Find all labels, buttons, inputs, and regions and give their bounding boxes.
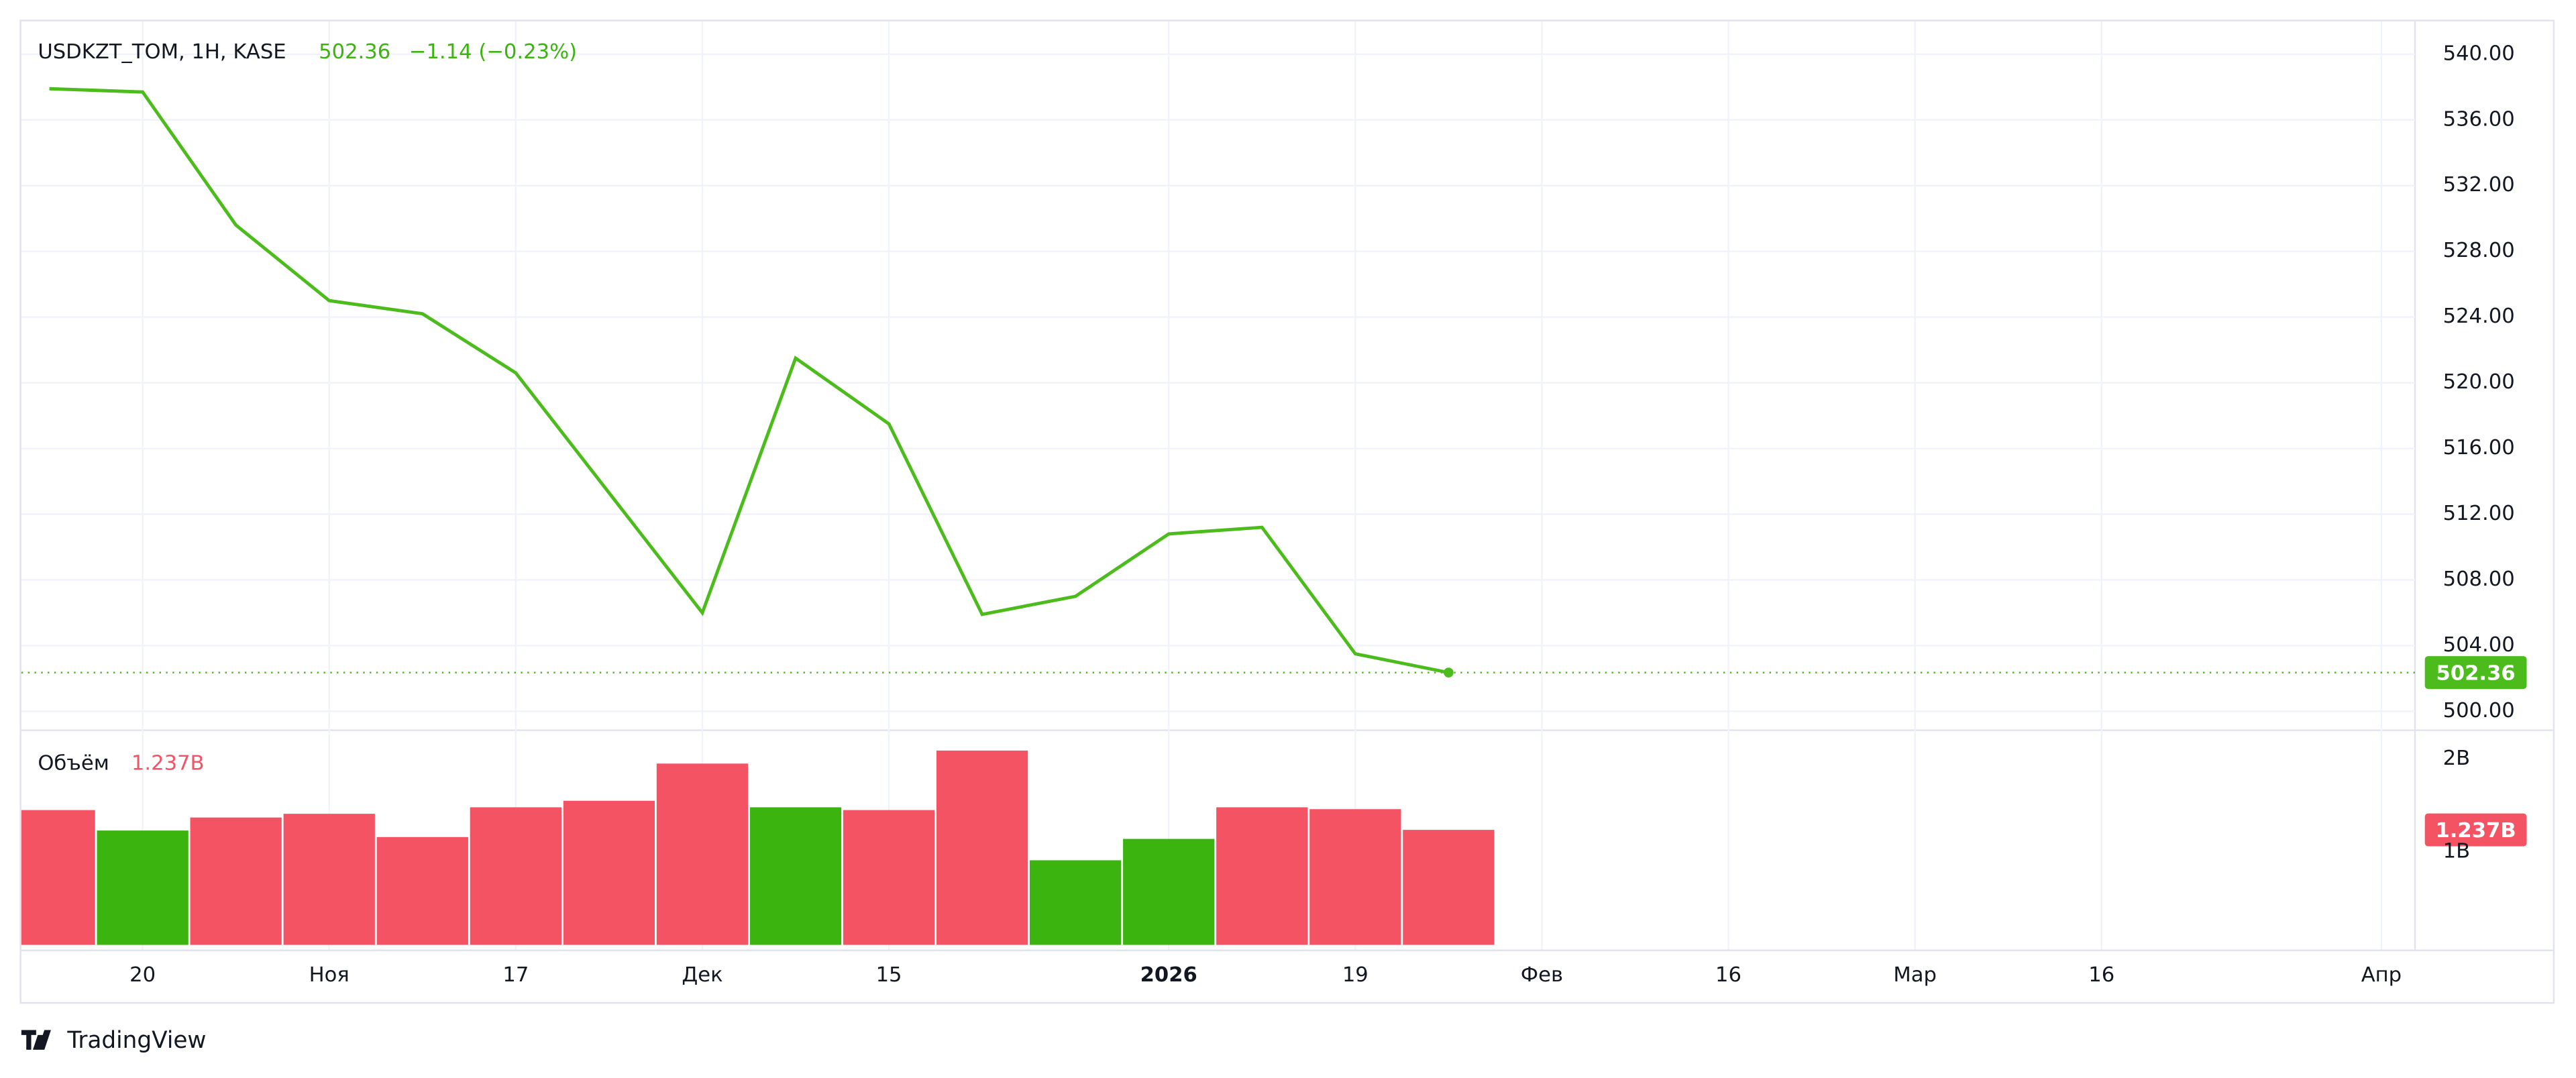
y-tick-label: 524.00 bbox=[2443, 305, 2515, 328]
marks bbox=[21, 87, 2527, 945]
volume-bar bbox=[1216, 807, 1308, 945]
x-tick-label: 19 bbox=[1342, 963, 1368, 987]
last-price: 502.36 bbox=[319, 40, 390, 64]
last-point bbox=[1444, 667, 1454, 678]
y-tick-label: 516.00 bbox=[2443, 436, 2515, 460]
brand-logo bbox=[21, 1030, 51, 1050]
x-tick-label: Фев bbox=[1521, 963, 1563, 987]
y-tick-label: 504.00 bbox=[2443, 633, 2515, 657]
x-tick-label: Апр bbox=[2361, 963, 2402, 987]
y-tick-label: 540.00 bbox=[2443, 42, 2515, 65]
symbol-title: USDKZT_TOM, 1H, KASE bbox=[38, 40, 286, 64]
x-tick-label: Ноя bbox=[309, 963, 350, 987]
x-tick-label: 15 bbox=[876, 963, 902, 987]
y-tick-label: 536.00 bbox=[2443, 107, 2515, 131]
volume-bar bbox=[1123, 839, 1215, 945]
y-tick-label: 1B bbox=[2443, 839, 2470, 863]
last-price-axis-label: 502.36 bbox=[2436, 662, 2516, 686]
volume-bar bbox=[936, 750, 1028, 945]
x-tick-label: 17 bbox=[502, 963, 529, 987]
last-price-badge bbox=[2424, 656, 2527, 690]
price-line bbox=[49, 87, 1449, 675]
volume-title: Объём bbox=[38, 751, 109, 775]
volume-bar bbox=[190, 817, 282, 945]
volume-axis-label: 1.237B bbox=[2436, 819, 2516, 843]
grid bbox=[21, 21, 2415, 950]
y-tick-label: 532.00 bbox=[2443, 173, 2515, 197]
volume-bar bbox=[1030, 860, 1122, 945]
volume-bar bbox=[1403, 830, 1495, 945]
x-tick-label: 2026 bbox=[1140, 963, 1197, 987]
x-tick-label: 20 bbox=[129, 963, 156, 987]
labels: USDKZT_TOM, 1H, KASE 502.36 −1.14 (−0.23… bbox=[38, 40, 2516, 987]
volume-bar bbox=[97, 830, 189, 945]
y-tick-label: 520.00 bbox=[2443, 370, 2515, 394]
volume-badge bbox=[2424, 813, 2527, 847]
volume-bar bbox=[843, 810, 935, 945]
x-tick-label: Дек bbox=[682, 963, 722, 987]
y-tick-label: 508.00 bbox=[2443, 568, 2515, 591]
brand: TradingView bbox=[21, 1027, 206, 1054]
volume-value: 1.237B bbox=[131, 751, 205, 775]
price-change: −1.14 (−0.23%) bbox=[409, 40, 577, 64]
volume-bar bbox=[749, 807, 842, 945]
y-tick-label: 500.00 bbox=[2443, 699, 2515, 722]
volume-bar bbox=[656, 763, 749, 945]
y-tick-label: 528.00 bbox=[2443, 239, 2515, 262]
volume-bar bbox=[283, 814, 375, 945]
volume-bar bbox=[376, 837, 468, 945]
volume-bar bbox=[563, 800, 655, 945]
volume-bar bbox=[21, 810, 95, 945]
x-tick-label: 16 bbox=[1715, 963, 1741, 987]
volume-bar bbox=[470, 807, 561, 945]
x-tick-label: Мар bbox=[1893, 963, 1937, 987]
y-tick-label: 2B bbox=[2443, 747, 2470, 770]
volume-bar bbox=[1309, 809, 1401, 945]
x-tick-label: 16 bbox=[2088, 963, 2114, 987]
brand-name: TradingView bbox=[66, 1027, 206, 1054]
y-tick-label: 512.00 bbox=[2443, 502, 2515, 525]
